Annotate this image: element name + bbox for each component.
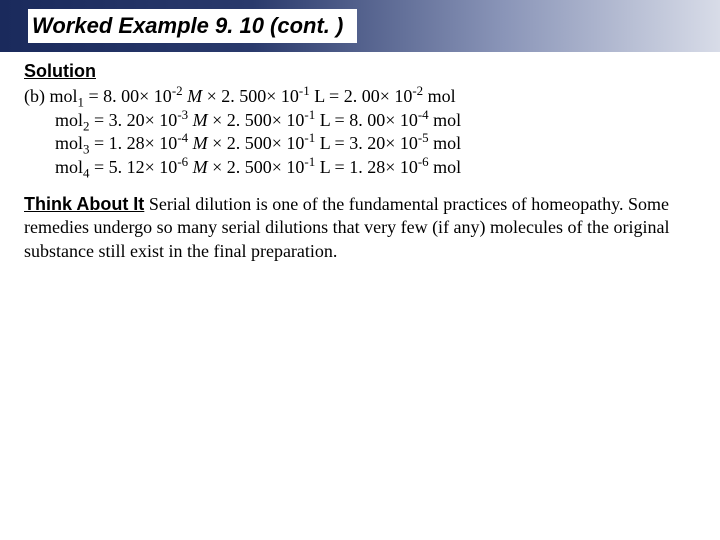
res: 8. 00 [349, 110, 385, 130]
part-label: (b) [24, 86, 45, 106]
res: 1. 28 [349, 157, 385, 177]
exp2: -4 [418, 107, 429, 122]
exp2: -5 [418, 130, 429, 145]
expV: -1 [299, 83, 310, 98]
mol-symbol: mol [428, 86, 456, 106]
molarity-symbol: M [193, 157, 208, 177]
vol: 2. 500 [227, 133, 272, 153]
var: mol [50, 86, 78, 106]
content-area: Solution (b) mol1 = 8. 00× 10-2 M × 2. 5… [0, 52, 720, 263]
expV: -1 [304, 107, 315, 122]
liter-symbol: L [320, 157, 330, 177]
liter-symbol: L [320, 110, 330, 130]
exp1: -3 [177, 107, 188, 122]
solution-heading: Solution [24, 60, 696, 83]
var-sub: 4 [83, 165, 89, 180]
conc: 3. 20 [109, 110, 145, 130]
vol: 2. 500 [227, 157, 272, 177]
mol-symbol: mol [433, 110, 461, 130]
mol-symbol: mol [433, 133, 461, 153]
vol: 2. 500 [227, 110, 272, 130]
equation-line-1: (b) mol1 = 8. 00× 10-2 M × 2. 500× 10-1 … [24, 85, 696, 108]
equation-line-2: mol2 = 3. 20× 10-3 M × 2. 500× 10-1 L = … [24, 109, 696, 132]
var-sub: 3 [83, 142, 89, 157]
conc: 1. 28 [109, 133, 145, 153]
title-bar: Worked Example 9. 10 (cont. ) [0, 0, 720, 52]
think-about-it-block: Think About It Serial dilution is one of… [24, 193, 696, 263]
expV: -1 [304, 130, 315, 145]
var-sub: 2 [83, 118, 89, 133]
exp2: -2 [412, 83, 423, 98]
vol: 2. 500 [221, 86, 266, 106]
expV: -1 [304, 154, 315, 169]
equation-line-4: mol4 = 5. 12× 10-6 M × 2. 500× 10-1 L = … [24, 156, 696, 179]
conc: 8. 00 [103, 86, 139, 106]
liter-symbol: L [314, 86, 324, 106]
res: 2. 00 [344, 86, 380, 106]
var-sub: 1 [78, 95, 84, 110]
var: mol [55, 133, 83, 153]
exp1: -2 [172, 83, 183, 98]
molarity-symbol: M [193, 110, 208, 130]
exp2: -6 [418, 154, 429, 169]
equation-line-3: mol3 = 1. 28× 10-4 M × 2. 500× 10-1 L = … [24, 132, 696, 155]
exp1: -6 [177, 154, 188, 169]
think-heading: Think About It [24, 194, 144, 214]
mol-symbol: mol [433, 157, 461, 177]
exp1: -4 [177, 130, 188, 145]
molarity-symbol: M [187, 86, 202, 106]
slide-title: Worked Example 9. 10 (cont. ) [28, 9, 357, 43]
var: mol [55, 110, 83, 130]
molarity-symbol: M [193, 133, 208, 153]
liter-symbol: L [320, 133, 330, 153]
var: mol [55, 157, 83, 177]
conc: 5. 12 [109, 157, 145, 177]
res: 3. 20 [349, 133, 385, 153]
